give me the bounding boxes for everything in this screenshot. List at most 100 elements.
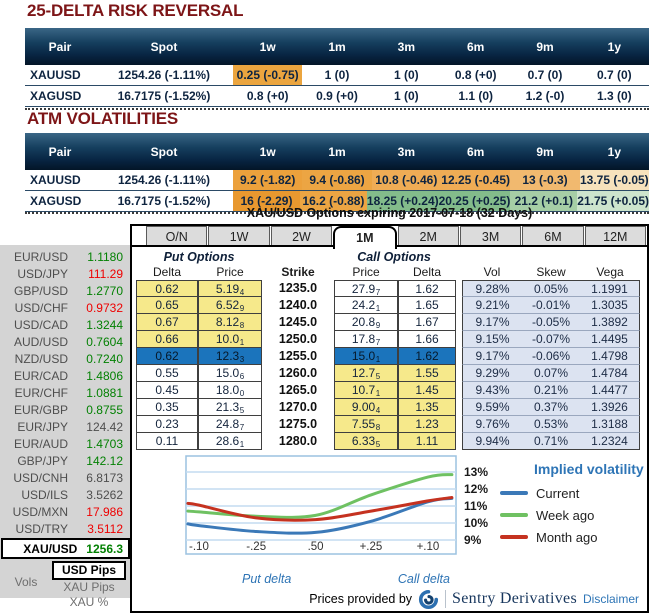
- option-row: 0.62 12.33 1255.0 15.01 1.62 9.17% -0.06% 1.479…: [132, 347, 647, 365]
- sidebar-item-usdcnh[interactable]: USD/CNH 6.8173: [0, 469, 130, 486]
- vega-cell: 1.3188: [580, 415, 640, 433]
- put-delta-cell: 0.55: [136, 364, 198, 382]
- skew-cell: -0.07%: [522, 330, 580, 348]
- tenor-value-cell[interactable]: 0.7 (0): [596, 68, 632, 82]
- pair-price: 124.42: [86, 419, 123, 434]
- tenor-value-cell[interactable]: 21.75 (+0.05): [577, 191, 649, 211]
- strike-cell: 1270.0: [278, 399, 318, 414]
- price-main: 20.8: [351, 314, 376, 329]
- option-row: 0.67 8.128 1245.0 20.89 1.67 9.17% -0.05% 1.389…: [132, 313, 647, 331]
- tab-2w[interactable]: 2W: [270, 226, 333, 247]
- series-month-ago: [186, 495, 454, 522]
- sidebar-item-usdils[interactable]: USD/ILS 3.5262: [0, 486, 130, 503]
- tab-1w[interactable]: 1W: [208, 226, 270, 247]
- sidebar-item-usdmxn[interactable]: USD/MXN 17.986: [0, 503, 130, 520]
- pair-price: 17.986: [86, 504, 123, 519]
- vol-mode-usdpips[interactable]: USD Pips: [52, 561, 126, 580]
- sidebar-item-usdcad[interactable]: USD/CAD 1.3244: [0, 316, 130, 333]
- vol-mode-xau[interactable]: XAU %: [69, 595, 109, 609]
- tab-1m[interactable]: 1M: [333, 226, 397, 249]
- call-delta-axis-label: Call delta: [397, 571, 450, 586]
- sidebar-item-euraud[interactable]: EUR/AUD 1.4703: [0, 435, 130, 452]
- price-main: 12.3: [215, 348, 240, 363]
- vega-cell: 1.3892: [580, 313, 640, 331]
- tab-6m[interactable]: 6M: [522, 226, 584, 247]
- vol-header: Vol: [483, 265, 501, 280]
- pair-name: USD/CNH: [13, 470, 68, 485]
- sidebar-item-usdtry[interactable]: USD/TRY 3.5112: [0, 520, 130, 537]
- sidebar-item-audusd[interactable]: AUD/USD 0.7604: [0, 333, 130, 350]
- spot-cell: 1254.26 (-1.11%): [117, 173, 211, 187]
- vol-smile-plot: 13% 12% 11% 10% 9% -.10 -.25 .50 +.25 +.10: [185, 454, 488, 555]
- price-sub-digit: 1: [239, 337, 245, 347]
- tenor-value-cell[interactable]: 1 (0): [324, 68, 350, 82]
- tenor-value-cell[interactable]: 0.25 (-0.75): [233, 65, 303, 85]
- tenor-value-cell[interactable]: 13.75 (-0.05): [579, 170, 649, 190]
- call-price-cell: 9.004: [334, 398, 398, 416]
- tenor-value-cell[interactable]: 1.1 (0): [458, 89, 493, 103]
- tenor-value-cell[interactable]: 0.7 (0): [527, 68, 563, 82]
- price-main: 10.0: [215, 331, 240, 346]
- currency-sidebar: EUR/USD 1.1180 USD/JPY 111.29 GBP/USD 1.2770 U…: [0, 245, 130, 609]
- sidebar-item-usdjpy[interactable]: USD/JPY 111.29: [0, 265, 130, 282]
- call-price-cell: 24.21: [334, 296, 398, 314]
- vol-mode-xaupips[interactable]: XAU Pips: [63, 580, 115, 594]
- tab-12m[interactable]: 12M: [584, 226, 646, 247]
- call-delta-header: Delta: [412, 265, 441, 280]
- sidebar-item-gbpusd[interactable]: GBP/USD 1.2770: [0, 282, 130, 299]
- tab-2m[interactable]: 2M: [397, 226, 459, 247]
- price-main: 12.7: [351, 365, 376, 380]
- tenor-value-cell[interactable]: 12.25 (-0.45): [441, 170, 511, 190]
- tenor-value-cell[interactable]: 20.25 (+0.25): [438, 191, 511, 211]
- sidebar-item-xauusd-selected[interactable]: XAU/USD 1256.3: [1, 538, 130, 559]
- tenor-value-cell[interactable]: 10.8 (-0.46): [371, 170, 441, 190]
- call-delta-cell: 1.67: [398, 313, 456, 331]
- pair-price: 6.8173: [86, 470, 123, 485]
- tenor-value-cell[interactable]: 13 (-0.3): [510, 170, 580, 190]
- sidebar-item-eurchf[interactable]: EUR/CHF 1.0881: [0, 384, 130, 401]
- tenor-value-cell[interactable]: 9.4 (-0.86): [302, 170, 372, 190]
- strike-cell: 1280.0: [278, 433, 318, 448]
- sidebar-item-gbpjpy[interactable]: GBP/JPY 142.12: [0, 452, 130, 469]
- price-main: 5.19: [215, 281, 240, 296]
- tenor-value-cell[interactable]: 1.3 (0): [596, 89, 632, 103]
- sidebar-item-eurgbp[interactable]: EUR/GBP 0.8755: [0, 401, 130, 418]
- vol-cell: 9.17%: [462, 347, 522, 365]
- sidebar-item-nzdusd[interactable]: NZD/USD 0.7240: [0, 350, 130, 367]
- series-week-ago: [186, 472, 454, 519]
- tenor-value-cell[interactable]: 9.2 (-1.82): [233, 170, 303, 190]
- tab-3m[interactable]: 3M: [459, 226, 522, 247]
- disclaimer-link[interactable]: Disclaimer: [582, 592, 639, 607]
- tenor-value-cell[interactable]: 21.2 (+0.1): [510, 191, 578, 211]
- tenor-value-cell[interactable]: 0.9 (+0): [316, 89, 358, 103]
- price-main: 15.0: [351, 348, 376, 363]
- vol-cell: 9.29%: [462, 364, 522, 382]
- column-header: 9m: [536, 39, 554, 54]
- strike-header: Strike: [281, 265, 315, 280]
- tenor-value-cell[interactable]: 16 (-2.29): [233, 191, 300, 211]
- options-panel-title: XAU/USD Options expiring 2017-07-18 (32 …: [246, 206, 533, 220]
- sidebar-item-usdchf[interactable]: USD/CHF 0.9732: [0, 299, 130, 316]
- legend-label: Current: [536, 485, 580, 501]
- legend-title: Implied volatility: [534, 460, 644, 477]
- skew-cell: -0.05%: [522, 313, 580, 331]
- tenor-value-cell[interactable]: 18.25 (+0.24): [366, 191, 439, 211]
- x-tick-label: .50: [308, 541, 324, 553]
- sidebar-item-eurjpy[interactable]: EUR/JPY 124.42: [0, 418, 130, 435]
- tenor-value-cell[interactable]: 16.2 (-0.88): [299, 191, 367, 211]
- tenor-value-cell[interactable]: 0.8 (+0): [246, 89, 289, 103]
- sidebar-item-eurusd[interactable]: EUR/USD 1.1180: [0, 248, 130, 265]
- put-delta-cell: 0.62: [136, 347, 198, 365]
- sidebar-item-eurcad[interactable]: EUR/CAD 1.4806: [0, 367, 130, 384]
- vega-cell: 1.4784: [580, 364, 640, 382]
- tenor-value-cell[interactable]: 1.2 (-0): [525, 89, 565, 103]
- options-panel: XAU/USD Options expiring 2017-07-18 (32 …: [130, 205, 649, 613]
- tenor-value-cell[interactable]: 0.8 (+0): [454, 68, 497, 82]
- pair-name: USD/CAD: [13, 317, 68, 332]
- skew-cell: 0.07%: [522, 364, 580, 382]
- tenor-value-cell[interactable]: 1 (0): [393, 68, 419, 82]
- tenor-value-cell[interactable]: 1 (0): [393, 89, 419, 103]
- spot-cell: 16.7175 (-1.52%): [117, 89, 211, 103]
- pair-name: EUR/CAD: [13, 368, 68, 383]
- tab-on[interactable]: O/N: [146, 226, 208, 247]
